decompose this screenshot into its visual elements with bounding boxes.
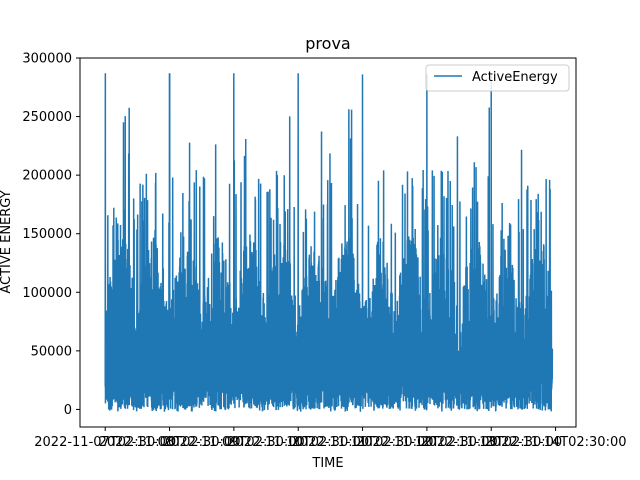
- x-axis: 2022-11-07T02:30:002022-11-08T02:30:0020…: [34, 427, 627, 450]
- legend-label: ActiveEnergy: [472, 70, 558, 85]
- x-tick-label: 2022-11-07T02:30:00: [34, 435, 176, 450]
- series-line-activeenergy: [104, 73, 554, 412]
- y-tick-label: 0: [64, 403, 72, 418]
- y-axis: 0 50000 100000 150000 200000 250000 300000: [22, 52, 80, 418]
- y-tick-label: 50000: [31, 344, 72, 359]
- legend: ActiveEnergy: [425, 64, 570, 92]
- y-axis-label: ACTIVE ENERGY: [0, 190, 14, 293]
- y-tick-label: 100000: [22, 286, 72, 301]
- y-tick-label: 250000: [22, 110, 72, 125]
- y-tick-label: 150000: [22, 227, 72, 242]
- x-tick-label: 2022-11-08T02:30:00: [99, 435, 241, 450]
- legend-box: [425, 64, 570, 92]
- plot-area: [104, 73, 554, 412]
- x-tick-label: 2022-11-14T02:30:00: [485, 435, 627, 450]
- y-tick-label: 300000: [22, 52, 72, 67]
- plot-frame: [79, 57, 577, 428]
- x-tick-label: 2022-11-12T02:30:00: [356, 435, 498, 450]
- chart-title: prova: [305, 34, 350, 53]
- x-axis-label: TIME: [311, 456, 343, 471]
- x-tick-label: 2022-11-10T02:30:00: [227, 435, 369, 450]
- x-tick-label: 2022-11-11T02:30:00: [292, 435, 434, 450]
- x-tick-label: 2022-11-13T02:30:00: [420, 435, 562, 450]
- x-tick-label: 2022-11-09T02:30:00: [163, 435, 305, 450]
- y-tick-label: 200000: [22, 169, 72, 184]
